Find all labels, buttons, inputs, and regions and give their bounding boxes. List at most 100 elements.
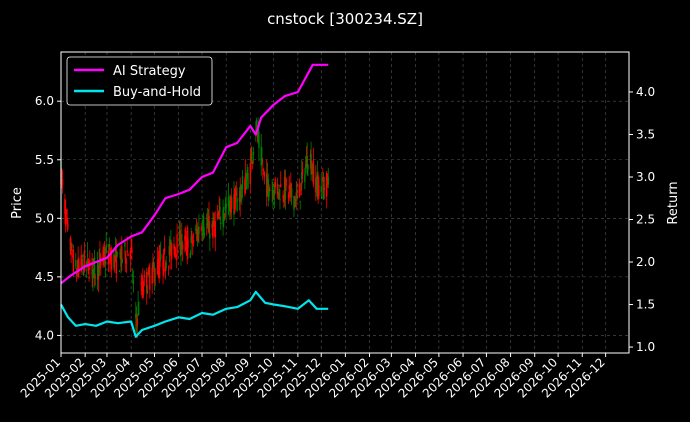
y-right-tick-label: 3.0 (636, 170, 655, 184)
return-lines (60, 63, 329, 338)
price-candle-body (262, 169, 264, 171)
price-candle-body (149, 274, 151, 291)
price-candle-body (261, 159, 263, 162)
price-candle-body (283, 196, 285, 202)
price-candle-body (198, 226, 200, 235)
price-candle-body (110, 255, 112, 257)
price-candle-body (207, 221, 209, 225)
price-candle-body (222, 210, 224, 224)
price-candle-body (169, 247, 171, 256)
price-candle-body (227, 196, 230, 207)
price-candle-body (285, 179, 287, 186)
price-candle-body (148, 267, 150, 274)
price-candle-body (102, 249, 104, 263)
price-candle-body (78, 264, 80, 268)
price-candle-body (104, 260, 107, 264)
price-candle-body (180, 251, 182, 256)
price-candle-body (250, 154, 252, 161)
price-candle-body (168, 246, 171, 255)
y-right-tick-label: 1.0 (636, 340, 655, 354)
y-left-tick-label: 5.0 (35, 211, 54, 225)
price-candle-body (234, 190, 236, 214)
price-candle-body (140, 282, 142, 286)
price-candle-body (209, 233, 211, 239)
price-candle-body (70, 251, 72, 256)
price-candle-body (256, 133, 259, 137)
price-candle-body (181, 234, 183, 250)
price-candle-body (213, 221, 216, 227)
price-candle-body (309, 155, 312, 157)
price-candle-body (214, 221, 216, 238)
price-candle-body (170, 240, 172, 246)
left-axis-label: Price (10, 187, 25, 219)
price-candle-body (77, 258, 79, 271)
price-candle-body (293, 195, 295, 210)
price-candle-body (201, 233, 203, 236)
price-candle-body (241, 176, 244, 190)
price-candle-body (82, 255, 84, 258)
price-candle-body (91, 258, 93, 275)
price-candle-body (299, 201, 301, 202)
price-candle-body (125, 261, 128, 264)
price-candle-body (280, 184, 282, 187)
price-candle-body (206, 217, 209, 228)
price-candle-body (71, 243, 73, 248)
price-candle-body (176, 234, 178, 256)
price-candle-body (318, 185, 320, 196)
price-candle-body (202, 216, 205, 236)
price-candle-body (160, 253, 162, 259)
price-candle-body (305, 158, 308, 169)
price-candle-body (151, 267, 153, 284)
price-candle-body (244, 173, 247, 187)
price-candle-body (238, 198, 241, 202)
price-candle-body (131, 248, 133, 253)
price-candle-body (108, 243, 111, 249)
price-candle-body (239, 190, 241, 203)
price-candle-body (124, 253, 127, 264)
price-candle-body (120, 254, 122, 267)
left-axis-ticks: 4.0 4.5 5.0 5.5 6.0 (35, 94, 61, 342)
price-candle-body (211, 223, 213, 229)
price-candle-body (138, 312, 140, 314)
price-candles (60, 117, 329, 339)
price-candle-body (266, 175, 269, 184)
price-candle-body (127, 253, 129, 256)
price-candle-body (114, 250, 117, 253)
price-candle-body (174, 247, 176, 257)
legend-label-buy-and-hold: Buy-and-Hold (113, 85, 201, 100)
price-candle-body (153, 266, 155, 267)
price-candle-body (132, 279, 135, 284)
price-candle-body (249, 162, 252, 184)
price-candle-body (235, 192, 238, 196)
price-candle-body (192, 239, 195, 244)
price-candle-body (216, 212, 219, 218)
price-candle-body (184, 237, 187, 239)
price-candle-body (212, 222, 214, 239)
price-candle-body (152, 261, 154, 272)
price-candle-body (265, 173, 268, 197)
price-candle-body (312, 160, 315, 184)
price-candle-body (158, 258, 160, 277)
buy-and-hold-line (60, 290, 329, 338)
price-candle-body (273, 184, 276, 195)
price-candle-body (173, 244, 175, 250)
price-candle-body (304, 164, 307, 167)
price-candle-body (220, 222, 222, 225)
price-candle-body (284, 178, 287, 200)
price-candle-body (326, 174, 329, 181)
price-candle-body (113, 253, 115, 268)
price-candle-body (99, 254, 101, 256)
price-candle-body (64, 199, 66, 214)
price-candle-body (65, 210, 68, 214)
price-candle-body (163, 249, 165, 273)
price-candle-body (88, 276, 90, 279)
price-candle-body (295, 192, 298, 198)
price-candle-body (130, 240, 132, 242)
chart-title: cnstock [300234.SZ] (267, 10, 423, 28)
price-candle-body (75, 272, 78, 276)
price-candle-body (245, 180, 248, 190)
price-candle-body (94, 276, 96, 278)
price-candle-body (156, 259, 159, 275)
price-candle-body (121, 259, 124, 261)
price-candle-body (129, 250, 132, 260)
